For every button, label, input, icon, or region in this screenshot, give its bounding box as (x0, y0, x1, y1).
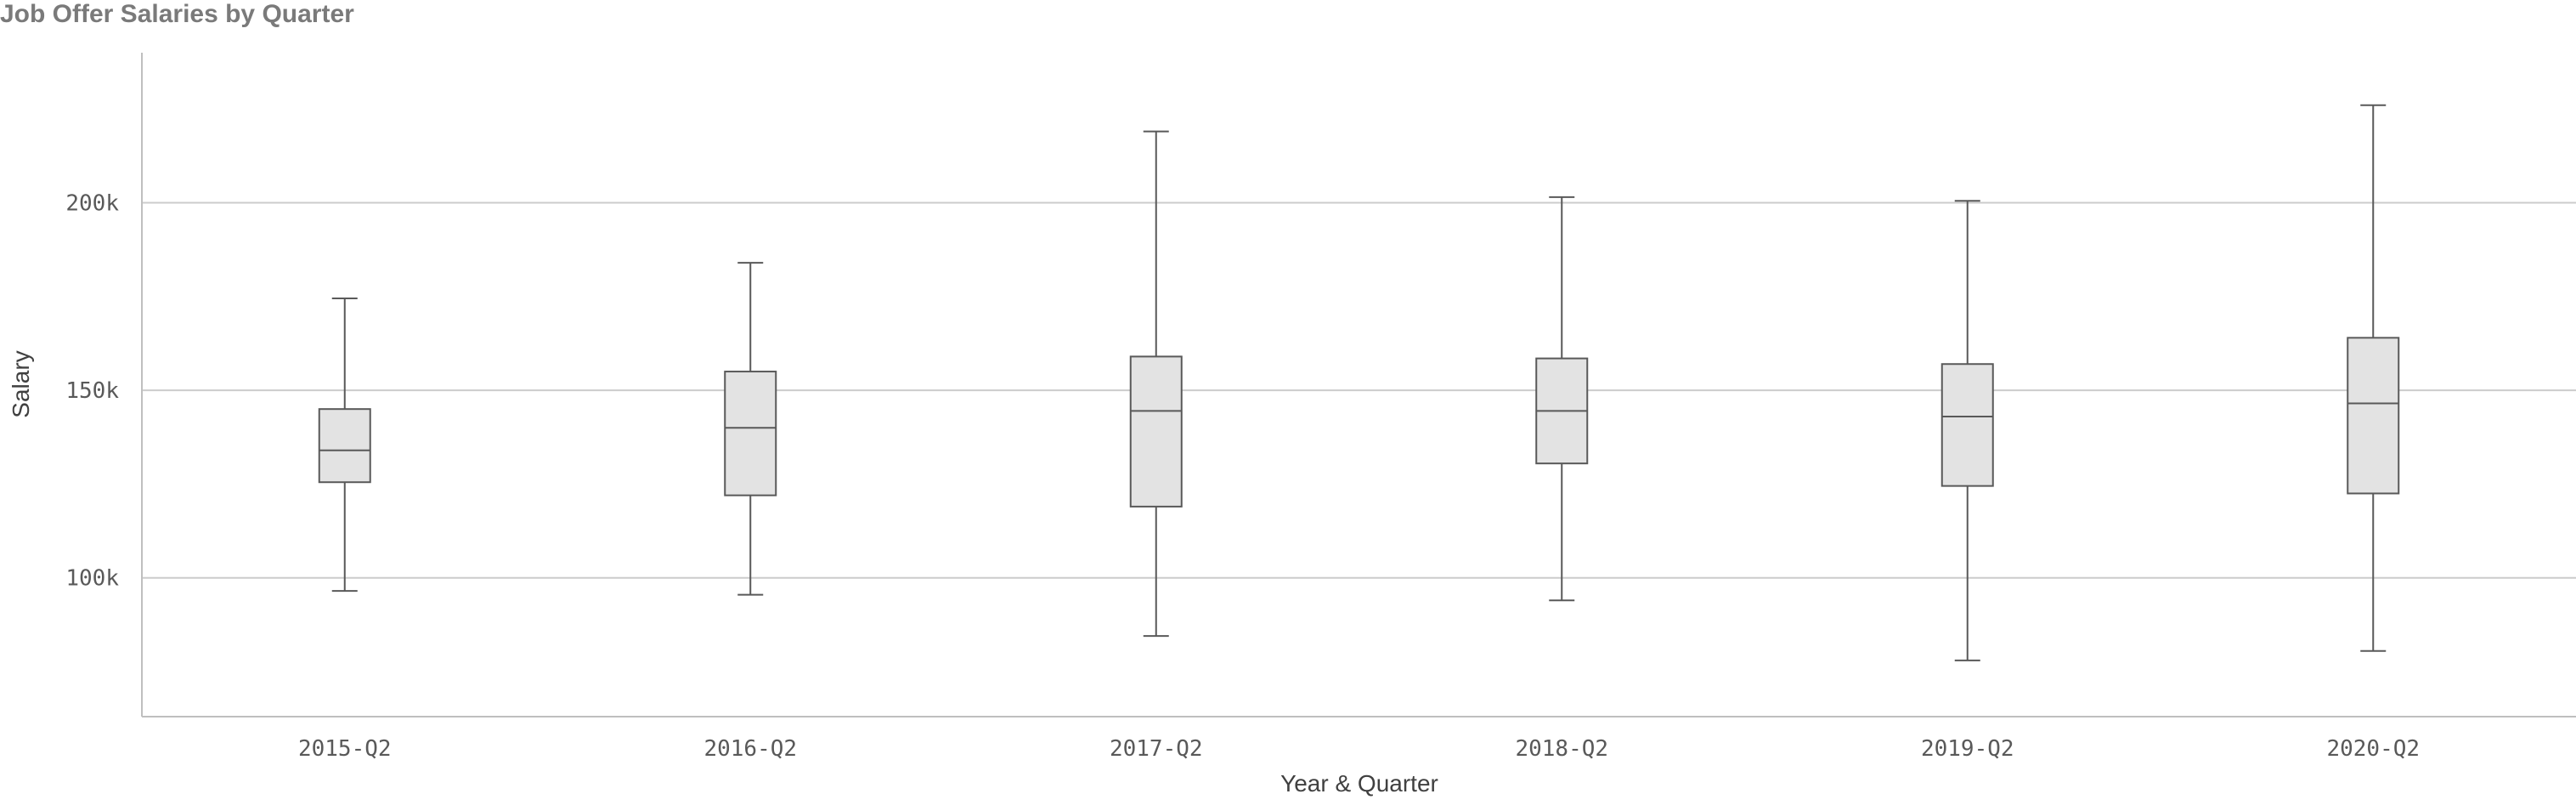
y-tick-label: 150k (65, 378, 119, 404)
y-tick-labels: 100k 150k 200k (65, 190, 119, 591)
x-tick-label: 2019-Q2 (1921, 736, 2014, 762)
box-2019-Q2 (1940, 200, 1994, 661)
y-tick-label: 200k (65, 190, 119, 216)
iqr-box (1940, 363, 1994, 487)
box-series (318, 104, 2400, 661)
box-2016-Q2 (724, 262, 777, 596)
x-tick-labels: 2015-Q2 2016-Q2 2017-Q2 2018-Q2 2019-Q2 2020-… (298, 736, 2420, 762)
x-tick-label: 2017-Q2 (1110, 736, 1203, 762)
x-axis-label: Year & Quarter (1280, 770, 1438, 797)
box-2017-Q2 (1129, 130, 1183, 638)
iqr-box (724, 371, 777, 496)
chart-title: Job Offer Salaries by Quarter (0, 0, 354, 28)
x-tick-label: 2015-Q2 (298, 736, 392, 762)
gridlines (142, 201, 2576, 579)
box-2015-Q2 (318, 298, 371, 593)
axes (141, 53, 2576, 717)
box-2020-Q2 (2347, 104, 2400, 652)
box-2018-Q2 (1535, 196, 1589, 602)
y-axis-label: Salary (8, 350, 34, 417)
iqr-box (318, 408, 371, 484)
x-tick-label: 2016-Q2 (703, 736, 797, 762)
x-tick-label: 2020-Q2 (2326, 736, 2420, 762)
iqr-box (1129, 355, 1183, 508)
x-tick-label: 2018-Q2 (1515, 736, 1608, 762)
y-tick-label: 100k (65, 566, 119, 592)
iqr-box (2347, 337, 2400, 495)
